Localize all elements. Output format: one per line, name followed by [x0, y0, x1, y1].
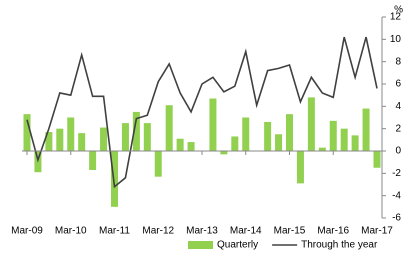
y-tick-label: 2: [395, 123, 401, 134]
bar: [67, 117, 75, 151]
x-tick-label: Mar-13: [186, 226, 218, 237]
bar: [351, 135, 359, 151]
y-tick-label: 4: [395, 101, 401, 112]
y-tick-label: 6: [395, 79, 401, 90]
legend-swatch: [188, 241, 213, 249]
bar: [373, 151, 381, 168]
bar: [121, 123, 129, 151]
bar: [78, 133, 86, 151]
y-tick-label: -2: [392, 168, 401, 179]
x-tick-label: Mar-15: [274, 226, 306, 237]
x-tick-label: Mar-17: [361, 226, 393, 237]
x-tick-label: Mar-14: [230, 226, 262, 237]
bar: [329, 120, 337, 151]
bar: [132, 111, 140, 151]
bar: [340, 128, 348, 151]
bar: [209, 98, 217, 151]
bar: [242, 117, 250, 151]
bar: [154, 151, 162, 177]
bar: [100, 127, 108, 151]
bar: [275, 134, 283, 151]
bar: [143, 123, 151, 151]
bar: [45, 132, 53, 151]
bar: [231, 136, 239, 151]
bar: [220, 151, 228, 155]
y-tick-label: 12: [390, 12, 402, 23]
bar: [187, 142, 195, 151]
x-tick-label: Mar-10: [55, 226, 87, 237]
bar: [56, 128, 64, 151]
y-tick-label: -4: [392, 190, 401, 201]
bar: [307, 97, 315, 151]
bar: [165, 105, 173, 151]
bar: [296, 151, 304, 184]
bar: [362, 108, 370, 151]
bar: [111, 151, 118, 207]
bar: [264, 121, 272, 151]
bar: [176, 138, 184, 151]
y-axis-label: %: [394, 5, 403, 16]
y-tick-label: 10: [390, 34, 402, 45]
legend-label: Through the year: [301, 240, 378, 251]
legend-label: Quarterly: [217, 240, 258, 251]
bar: [318, 147, 326, 151]
x-tick-label: Mar-16: [317, 226, 349, 237]
bar: [286, 114, 293, 151]
y-tick-label: -6: [392, 213, 401, 224]
x-tick-label: Mar-12: [142, 226, 174, 237]
bar: [23, 114, 31, 151]
y-tick-label: 0: [395, 146, 401, 157]
x-tick-label: Mar-09: [11, 226, 43, 237]
x-tick-label: Mar-11: [99, 226, 130, 237]
y-tick-label: 8: [395, 56, 401, 67]
line: [26, 36, 378, 189]
bar: [89, 151, 97, 170]
